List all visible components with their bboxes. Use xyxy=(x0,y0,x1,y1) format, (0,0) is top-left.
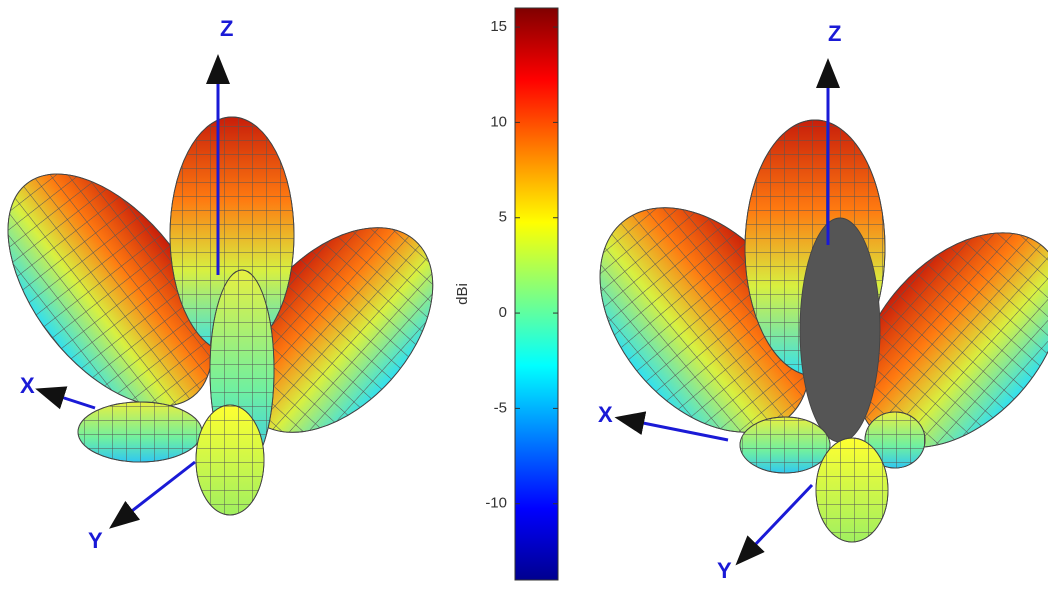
tick-label: 10 xyxy=(490,113,507,130)
pattern-left xyxy=(7,116,434,516)
colorbar-label: dBi xyxy=(454,283,471,305)
colorbar xyxy=(514,7,559,581)
tick-label: 5 xyxy=(499,209,507,226)
axis-label: Y xyxy=(88,528,103,553)
axes-right xyxy=(614,58,840,566)
axis-label: Y xyxy=(717,558,732,583)
axis-label: Z xyxy=(828,21,841,46)
axes-left xyxy=(35,54,230,529)
axis-label: X xyxy=(598,402,613,427)
pattern-right xyxy=(599,119,1048,543)
axis-label: Z xyxy=(220,16,233,41)
tick-label: -5 xyxy=(494,399,507,416)
tick-label: -10 xyxy=(485,495,507,512)
tick-label: 0 xyxy=(499,304,507,321)
axis-label: X xyxy=(20,373,35,398)
tick-label: 15 xyxy=(490,18,507,35)
